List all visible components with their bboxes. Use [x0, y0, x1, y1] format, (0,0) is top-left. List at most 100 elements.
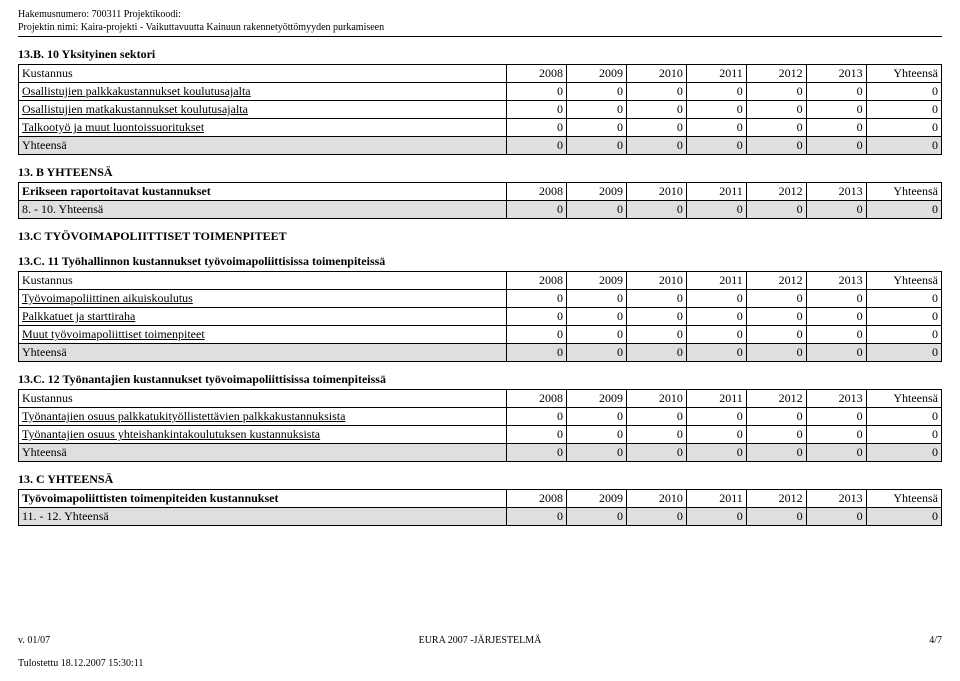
table-cell: 0: [686, 290, 746, 308]
table-byht: Erikseen raportoitavat kustannukset20082…: [18, 182, 942, 219]
table-cell: 0: [686, 308, 746, 326]
table-row: Yhteensä0000000: [19, 344, 942, 362]
table-cell: 0: [866, 83, 941, 101]
table-cell: 0: [567, 308, 627, 326]
table-header-total: Yhteensä: [866, 65, 941, 83]
table-cell: 0: [686, 83, 746, 101]
table-cell: 0: [567, 290, 627, 308]
table-cell: 0: [507, 119, 567, 137]
table-header-year: 2010: [626, 183, 686, 201]
table-cell: 0: [567, 83, 627, 101]
table-cell: 0: [686, 508, 746, 526]
table-cell: 0: [626, 83, 686, 101]
table-cell: 0: [866, 508, 941, 526]
table-row: Talkootyö ja muut luontoissuoritukset000…: [19, 119, 942, 137]
table-cell: 0: [686, 426, 746, 444]
table-header-total: Yhteensä: [866, 390, 941, 408]
table-cell: 0: [686, 444, 746, 462]
table-cell: 0: [866, 290, 941, 308]
table-cell: 0: [746, 137, 806, 155]
table-row: 11. - 12. Yhteensä0000000: [19, 508, 942, 526]
table-header-year: 2011: [686, 65, 746, 83]
section-title-cyht: 13. C YHTEENSÄ: [18, 472, 942, 487]
table-header-year: 2008: [507, 65, 567, 83]
table-row-label: Yhteensä: [19, 444, 507, 462]
table-cell: 0: [806, 344, 866, 362]
table-header-year: 2011: [686, 183, 746, 201]
table-cell: 0: [866, 101, 941, 119]
table-header-year: 2008: [507, 390, 567, 408]
section-title-c: 13.C TYÖVOIMAPOLIITTISET TOIMENPITEET: [18, 229, 942, 244]
table-cell: 0: [806, 137, 866, 155]
table-row-label: Yhteensä: [19, 344, 507, 362]
table-row-label: 8. - 10. Yhteensä: [19, 201, 507, 219]
table-cell: 0: [746, 344, 806, 362]
table-header-year: 2013: [806, 272, 866, 290]
table-cell: 0: [567, 426, 627, 444]
table-cell: 0: [866, 137, 941, 155]
table-cell: 0: [806, 83, 866, 101]
table-header-year: 2013: [806, 183, 866, 201]
table-header-label: Työvoimapoliittisten toimenpiteiden kust…: [19, 490, 507, 508]
table-cell: 0: [567, 119, 627, 137]
header-label-2: Projektin nimi:: [18, 22, 78, 33]
table-cell: 0: [746, 290, 806, 308]
table-cell: 0: [866, 444, 941, 462]
table-row-label: 11. - 12. Yhteensä: [19, 508, 507, 526]
table-cell: 0: [746, 326, 806, 344]
table-cell: 0: [507, 426, 567, 444]
table-cell: 0: [626, 308, 686, 326]
table-row-label: Yhteensä: [19, 137, 507, 155]
table-header-year: 2012: [746, 390, 806, 408]
table-cell: 0: [866, 308, 941, 326]
table-cell: 0: [746, 83, 806, 101]
table-header-label: Kustannus: [19, 390, 507, 408]
table-cell: 0: [626, 326, 686, 344]
table-cell: 0: [507, 508, 567, 526]
table-header-year: 2012: [746, 272, 806, 290]
table-cell: 0: [567, 408, 627, 426]
table-header-year: 2009: [567, 183, 627, 201]
table-header-year: 2008: [507, 490, 567, 508]
table-row: Yhteensä0000000: [19, 137, 942, 155]
table-header-year: 2013: [806, 65, 866, 83]
table-cell: 0: [567, 137, 627, 155]
table-cell: 0: [746, 201, 806, 219]
table-cell: 0: [746, 101, 806, 119]
table-cell: 0: [806, 426, 866, 444]
header-line-2: Projektin nimi: Kaira-projekti - Vaikutt…: [18, 21, 942, 37]
table-cell: 0: [866, 344, 941, 362]
table-cell: 0: [686, 137, 746, 155]
footer-center: EURA 2007 -JÄRJESTELMÄ: [18, 635, 942, 646]
table-cell: 0: [866, 119, 941, 137]
table-row: Palkkatuet ja starttiraha0000000: [19, 308, 942, 326]
table-cell: 0: [686, 326, 746, 344]
table-row: Muut työvoimapoliittiset toimenpiteet000…: [19, 326, 942, 344]
section-title-c11: 13.C. 11 Työhallinnon kustannukset työvo…: [18, 254, 942, 269]
table-cell: 0: [746, 119, 806, 137]
table-cell: 0: [507, 290, 567, 308]
table-cell: 0: [567, 201, 627, 219]
table-cell: 0: [507, 444, 567, 462]
table-header-label: Kustannus: [19, 65, 507, 83]
table-header-year: 2009: [567, 65, 627, 83]
table-cell: 0: [507, 137, 567, 155]
table-cell: 0: [507, 83, 567, 101]
table-cell: 0: [686, 408, 746, 426]
table-cell: 0: [806, 508, 866, 526]
header-value-1: 700311 Projektikoodi:: [92, 9, 181, 20]
table-header-year: 2008: [507, 272, 567, 290]
table-cell: 0: [626, 426, 686, 444]
footer-right: 4/7: [929, 635, 942, 646]
footer-printed: Tulostettu 18.12.2007 15:30:11: [18, 658, 942, 669]
table-row: 8. - 10. Yhteensä0000000: [19, 201, 942, 219]
header-label-1: Hakemusnumero:: [18, 9, 89, 20]
table-row: Osallistujien palkkakustannukset koulutu…: [19, 83, 942, 101]
table-b10: Kustannus200820092010201120122013Yhteens…: [18, 64, 942, 155]
table-header-year: 2010: [626, 65, 686, 83]
table-header-year: 2009: [567, 390, 627, 408]
table-header-year: 2012: [746, 490, 806, 508]
table-cell: 0: [806, 326, 866, 344]
table-cell: 0: [746, 508, 806, 526]
table-cell: 0: [626, 101, 686, 119]
